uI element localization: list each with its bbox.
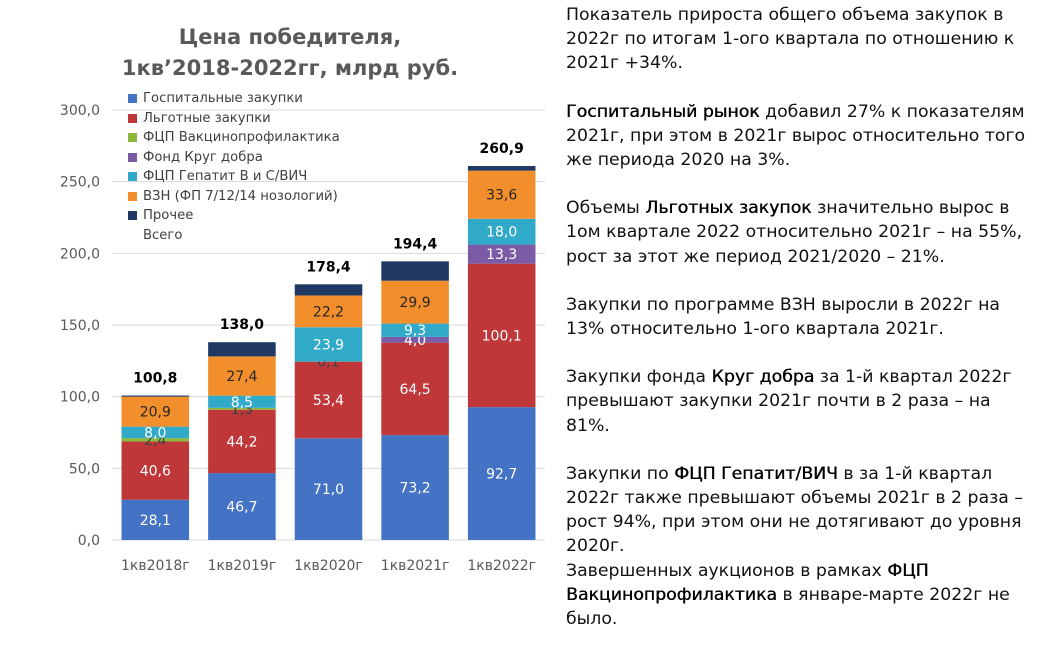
highlighted-term: Льготных закупок (645, 198, 811, 218)
data-label: 29,9 (400, 295, 431, 311)
paragraph-text: Закупки фонда (566, 367, 711, 387)
data-label: 8,0 (144, 425, 166, 441)
legend-label: Льготные закупки (143, 111, 271, 126)
commentary-paragraph: Завершенных аукционов в рамках ФЦП Вакци… (566, 559, 1036, 632)
legend-swatch (128, 94, 137, 103)
legend-swatch (128, 153, 137, 162)
legend-swatch (128, 133, 137, 142)
bar-segment (295, 284, 363, 295)
y-tick-label: 150,0 (60, 318, 100, 334)
paragraph-text: Закупки по программе ВЗН выросли в 2022г… (566, 295, 1000, 339)
total-label: 260,9 (480, 141, 524, 157)
y-tick-label: 100,0 (60, 390, 100, 406)
bar-segment (208, 342, 276, 356)
legend-item-vzn: ВЗН (ФП 7/12/14 нозологий) (128, 187, 340, 207)
commentary-paragraph: Закупки по ФЦП Гепатит/ВИЧ в за 1-й квар… (566, 462, 1036, 559)
highlighted-term: Госпитальный рынок (566, 102, 760, 122)
bar-segment (122, 396, 190, 397)
data-label: 23,9 (313, 337, 344, 353)
chart-legend: Госпитальные закупки Льготные закупки ФЦ… (128, 89, 340, 245)
legend-label: ФЦП Вакцинопрофилактика (143, 130, 340, 145)
bar-segment (468, 166, 536, 171)
legend-label: Всего (143, 228, 182, 243)
data-label: 9,3 (404, 323, 426, 339)
legend-swatch (128, 172, 137, 181)
data-label: 46,7 (226, 500, 257, 516)
paragraph-text: Завершенных аукционов в рамках (566, 561, 887, 581)
legend-item-total: Всего (128, 226, 340, 246)
y-tick-label: 200,0 (60, 246, 100, 262)
highlighted-term: ФЦП Гепатит/ВИЧ (674, 464, 838, 484)
commentary-paragraph: Закупки по программе ВЗН выросли в 2022г… (566, 293, 1036, 341)
legend-item-vaccine: ФЦП Вакцинопрофилактика (128, 128, 340, 148)
paragraph-text: Закупки по (566, 464, 674, 484)
highlighted-term: Круг добра (711, 367, 814, 387)
data-label: 92,7 (486, 467, 517, 483)
legend-item-hepatitis: ФЦП Гепатит В и С/ВИЧ (128, 167, 340, 187)
total-label: 138,0 (220, 317, 265, 333)
legend-swatch (128, 211, 137, 220)
chart-area: Цена победителя, 1кв’2018-2022гг, млрд р… (0, 0, 550, 626)
legend-item-hospital: Госпитальные закупки (128, 89, 340, 109)
data-label: 53,4 (313, 393, 344, 409)
paragraph-text: Объемы (566, 198, 645, 218)
data-label: 13,3 (486, 247, 517, 263)
commentary-paragraph: Объемы Льготных закупок значительно выро… (566, 196, 1036, 269)
commentary-paragraph: Госпитальный рынок добавил 27% к показат… (566, 100, 1036, 173)
paragraph-text: Показатель прироста общего объема закупо… (566, 5, 1014, 73)
data-label: 100,1 (482, 328, 522, 344)
x-tick-label: 1кв2021г (381, 558, 450, 574)
legend-label: ВЗН (ФП 7/12/14 нозологий) (143, 189, 338, 204)
legend-item-krug-dobra: Фонд Круг добра (128, 148, 340, 168)
data-label: 44,2 (226, 434, 257, 450)
legend-label: ФЦП Гепатит В и С/ВИЧ (143, 169, 307, 184)
legend-swatch (128, 192, 137, 201)
commentary-paragraph: Показатель прироста общего объема закупо… (566, 3, 1036, 76)
y-tick-label: 250,0 (60, 175, 100, 191)
data-label: 8,5 (231, 395, 253, 411)
data-label: 33,6 (486, 188, 517, 204)
x-tick-label: 1кв2018г (121, 558, 190, 574)
legend-item-preferential: Льготные закупки (128, 109, 340, 129)
commentary-panel: Показатель прироста общего объема закупо… (566, 3, 1036, 655)
data-label: 20,9 (140, 405, 171, 421)
y-tick-label: 50,0 (69, 461, 100, 477)
data-label: 28,1 (140, 513, 171, 529)
commentary-paragraph: Закупки фонда Круг добра за 1-й квартал … (566, 365, 1036, 438)
legend-label: Госпитальные закупки (143, 91, 303, 106)
total-label: 178,4 (306, 259, 351, 275)
total-label: 100,8 (133, 371, 177, 387)
legend-swatch (128, 114, 137, 123)
bar-segment (381, 261, 449, 280)
data-label: 64,5 (400, 382, 431, 398)
x-tick-label: 1кв2019г (208, 558, 277, 574)
legend-label: Прочее (143, 208, 193, 223)
data-label: 40,6 (140, 464, 171, 480)
data-label: 73,2 (400, 481, 431, 497)
total-label: 194,4 (393, 236, 438, 252)
legend-item-other: Прочее (128, 206, 340, 226)
legend-label: Фонд Круг добра (143, 150, 263, 165)
data-label: 27,4 (226, 369, 257, 385)
x-tick-label: 1кв2020г (294, 558, 363, 574)
data-label: 71,0 (313, 482, 344, 498)
y-tick-label: 300,0 (60, 103, 100, 119)
data-label: 18,0 (486, 225, 517, 241)
x-tick-label: 1кв2022г (467, 558, 536, 574)
data-label: 22,2 (313, 304, 344, 320)
y-tick-label: 0,0 (78, 533, 100, 549)
